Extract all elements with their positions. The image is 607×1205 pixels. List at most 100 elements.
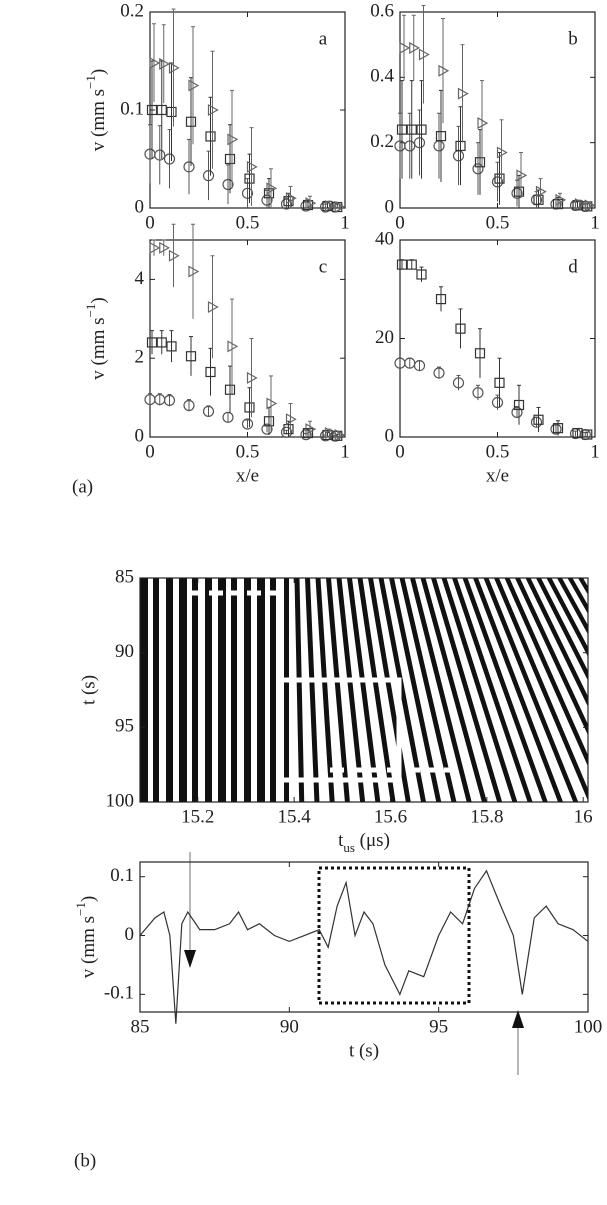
x-tick-label: 15.8 — [470, 806, 503, 827]
x-axis-label-text: t — [338, 830, 344, 851]
x-tick-label: 1 — [590, 441, 600, 462]
error-bar — [161, 24, 166, 104]
marker-triangle — [535, 185, 547, 198]
data-line — [139, 869, 589, 1024]
y-axis-label-sup: −1 — [73, 902, 88, 916]
error-bar — [228, 365, 232, 414]
y-axis-label-text: v (mm s — [88, 89, 109, 151]
stripe — [284, 578, 289, 802]
stripe — [378, 578, 427, 802]
axes-frame — [139, 861, 589, 1013]
error-bar — [409, 80, 414, 179]
stripe — [546, 578, 588, 657]
error-bar — [419, 266, 424, 282]
error-bar — [519, 151, 523, 199]
axes-frame — [139, 577, 589, 803]
error-bar — [497, 151, 502, 205]
marker-triangle — [149, 56, 161, 69]
x-axis-label: x/e — [236, 465, 259, 486]
marker-square — [572, 427, 583, 439]
marker-triangle — [305, 423, 317, 436]
x-tick-label: 0 — [395, 441, 405, 462]
stripe — [589, 578, 607, 802]
x-tick-label: 0.5 — [236, 441, 260, 462]
marker-triangle — [477, 117, 489, 130]
error-bar — [400, 259, 404, 270]
stripe — [192, 578, 198, 802]
y-tick-label: 0.6 — [370, 0, 394, 21]
marker-square — [185, 116, 197, 127]
marker-square — [533, 414, 544, 425]
marker-square — [455, 323, 466, 334]
marker-triangle — [159, 57, 170, 70]
error-bar — [536, 406, 541, 433]
y-tick-label: 0 — [385, 196, 395, 217]
error-bar — [398, 357, 402, 369]
marker-square — [474, 348, 486, 359]
stripe — [504, 578, 588, 767]
marker-circle — [183, 399, 195, 412]
marker-square — [283, 424, 294, 435]
x-tick-label: 1 — [590, 212, 600, 233]
stripe — [257, 578, 265, 802]
marker-circle — [452, 377, 465, 389]
error-bar — [478, 328, 482, 378]
marker-triangle — [227, 340, 239, 353]
marker-circle — [202, 405, 215, 417]
marker-square — [185, 351, 197, 362]
marker-triangle — [584, 199, 596, 212]
marker-triangle — [246, 160, 258, 173]
x-tick-label: 85 — [131, 1016, 150, 1037]
stripe — [389, 578, 442, 802]
error-bar — [208, 347, 213, 396]
stripe — [452, 578, 533, 802]
marker-triangle — [188, 79, 200, 92]
marker-square — [474, 157, 486, 168]
stripe — [420, 578, 487, 802]
y-tick-label: 0 — [125, 924, 135, 945]
marker-circle — [511, 406, 523, 418]
error-bar — [517, 384, 521, 425]
marker-triangle — [324, 427, 336, 440]
marker-circle — [163, 153, 176, 165]
x-tick-label: 100 — [574, 1016, 603, 1037]
error-bar — [267, 406, 271, 436]
error-bar — [460, 44, 465, 143]
marker-square — [244, 173, 255, 184]
stripe — [336, 578, 366, 802]
marker-triangle — [207, 300, 219, 313]
error-bar — [478, 129, 482, 195]
stripe — [357, 578, 396, 802]
marker-square — [224, 384, 236, 395]
error-bar — [554, 424, 558, 434]
y-axis-label-tail: ) — [88, 69, 109, 75]
marker-square — [435, 131, 447, 142]
error-bar — [437, 112, 441, 179]
stripe — [525, 578, 588, 707]
marker-triangle — [409, 41, 420, 54]
error-bar — [534, 416, 539, 428]
marker-square — [513, 186, 525, 197]
marker-square — [455, 140, 466, 152]
error-bar — [152, 23, 156, 103]
marker-triangle — [207, 103, 219, 117]
error-bar — [167, 129, 172, 189]
y-tick-label: 0 — [135, 425, 145, 446]
y-tick-label: 0 — [385, 425, 395, 446]
error-bar — [167, 393, 172, 407]
marker-triangle — [285, 192, 297, 205]
x-axis-label-tail: (μs) — [355, 830, 390, 851]
stripe — [494, 578, 588, 801]
error-bar — [400, 80, 404, 179]
y-tick-label: 95 — [115, 716, 134, 737]
stripe — [305, 578, 320, 802]
error-bar — [150, 60, 154, 159]
error-bar — [226, 164, 230, 205]
stripe — [326, 578, 350, 802]
error-bar — [169, 330, 174, 363]
error-bar — [191, 223, 195, 319]
marker-square — [205, 366, 216, 378]
y-tick-label: 2 — [135, 347, 145, 368]
x-tick-label: 15.6 — [374, 806, 407, 827]
marker-square — [263, 416, 275, 427]
